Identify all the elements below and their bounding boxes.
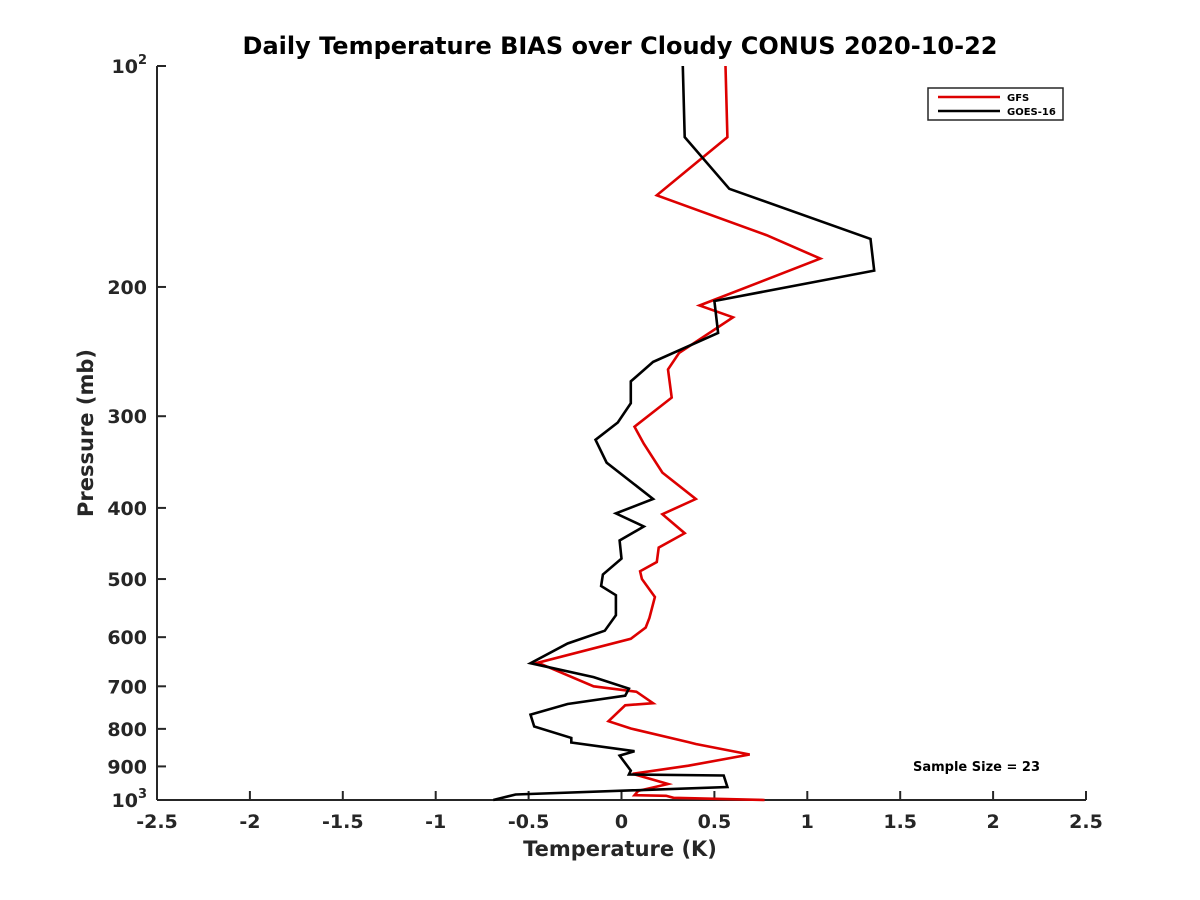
y-tick-label: 900 [107,756,147,778]
y-axis-label: Pressure (mb) [74,349,98,517]
x-tick-label: 1 [801,811,814,833]
x-tick-label: -0.5 [508,811,550,833]
y-tick-exponent: 3 [138,787,147,802]
legend-label-gfs: GFS [1007,93,1029,104]
y-tick-label: 400 [107,498,147,520]
x-tick-label: 2 [986,811,999,833]
x-axis: -2.5 -2 -1.5 -1 -0.5 0 0.5 1 1.5 2 2.5 [136,791,1103,833]
y-tick-label: 200 [107,277,147,299]
legend-label-goes16: GOES-16 [1007,107,1056,118]
y-tick-label: 102 [112,53,148,78]
x-tick-label: -1.5 [322,811,364,833]
x-tick-label: -1 [425,811,446,833]
series-line-goes-16 [492,65,876,802]
y-tick-label: 600 [107,627,147,649]
x-tick-label: -2 [239,811,260,833]
x-tick-label: 0.5 [698,811,732,833]
legend: GFS GOES-16 [927,87,1064,121]
chart-title: Daily Temperature BIAS over Cloudy CONUS… [243,32,998,60]
x-tick-label: 2.5 [1069,811,1103,833]
x-tick-label: 1.5 [883,811,917,833]
sample-size-annotation: Sample Size = 23 [913,760,1040,775]
y-tick-base: 10 [112,56,138,78]
x-axis-label: Temperature (K) [523,837,717,861]
y-tick-label: 800 [107,719,147,741]
x-tick-label: 0 [615,811,628,833]
y-tick-base: 10 [112,790,138,812]
y-tick-exponent: 2 [138,53,147,68]
legend-box [927,87,1064,121]
x-tick-label: -2.5 [136,811,178,833]
y-tick-label: 500 [107,569,147,591]
y-tick-label: 103 [112,787,148,812]
y-tick-label: 700 [107,676,147,698]
series-group [492,65,876,802]
y-tick-label: 300 [107,406,147,428]
